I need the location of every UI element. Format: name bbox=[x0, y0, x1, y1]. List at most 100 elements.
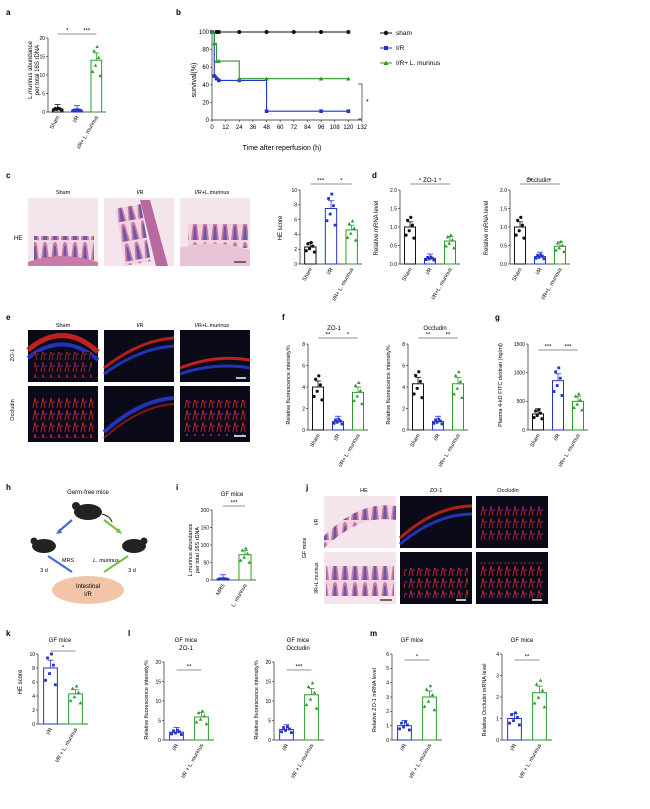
data-point bbox=[346, 30, 351, 34]
data-point bbox=[535, 413, 539, 418]
y-tick-label: 8 bbox=[402, 342, 405, 348]
y-tick-label: 6 bbox=[302, 363, 305, 369]
data-point bbox=[216, 30, 221, 34]
significance-star: *** bbox=[317, 179, 325, 185]
if-image-occludin-lm bbox=[180, 386, 250, 442]
arrow-icon bbox=[103, 555, 129, 573]
panel-label-f: f bbox=[282, 313, 285, 322]
data-point bbox=[402, 725, 405, 729]
data-point bbox=[176, 728, 179, 732]
y-tick-label: 5 bbox=[42, 91, 45, 97]
data-point bbox=[71, 109, 75, 112]
x-tick-label: 120 bbox=[343, 125, 354, 131]
data-point bbox=[352, 398, 356, 403]
he-image-lm bbox=[180, 198, 250, 266]
chart-title: GF mice bbox=[175, 638, 198, 644]
data-point bbox=[338, 419, 342, 423]
data-point bbox=[238, 558, 243, 562]
data-point bbox=[429, 255, 433, 259]
image-label-ir: I/R bbox=[136, 190, 143, 196]
data-point bbox=[430, 693, 435, 697]
y-tick-label: 20 bbox=[265, 660, 271, 666]
x-tick-label: I/R bbox=[172, 743, 181, 752]
data-point bbox=[74, 108, 78, 112]
data-point bbox=[330, 192, 334, 196]
data-point bbox=[325, 219, 329, 223]
data-point bbox=[516, 716, 519, 719]
data-point bbox=[225, 577, 229, 581]
data-point bbox=[46, 656, 49, 660]
significance-star: ** bbox=[326, 333, 331, 339]
data-point bbox=[353, 383, 358, 388]
data-point bbox=[282, 726, 285, 729]
x-tick-label: I/R bbox=[535, 267, 544, 276]
x-tick-label: I/R+ L. murinus bbox=[338, 433, 362, 469]
image-header-he: HE bbox=[360, 488, 368, 494]
significance-star: * bbox=[66, 29, 69, 35]
data-point bbox=[304, 249, 308, 253]
he-image-sham bbox=[28, 198, 98, 266]
data-point bbox=[306, 242, 310, 246]
data-point bbox=[455, 386, 460, 390]
y-tick-label: 15 bbox=[155, 679, 161, 685]
data-point bbox=[284, 729, 287, 732]
data-point bbox=[242, 555, 246, 559]
data-point bbox=[180, 733, 183, 736]
data-point bbox=[224, 577, 227, 581]
y-tick-label: 200 bbox=[201, 508, 210, 514]
y-tick-label: 2 bbox=[32, 708, 35, 714]
data-point bbox=[400, 721, 403, 725]
data-point bbox=[327, 197, 330, 200]
data-point bbox=[452, 246, 456, 250]
data-point bbox=[453, 373, 458, 377]
data-point bbox=[74, 684, 79, 688]
data-point bbox=[438, 419, 442, 423]
if-image-gf-zo1-lm bbox=[400, 552, 472, 604]
bar bbox=[572, 400, 584, 431]
panel-label-c: c bbox=[6, 171, 11, 180]
x-tick-label: I/R+ L. murinus bbox=[331, 267, 355, 303]
data-point bbox=[52, 663, 55, 667]
y-tick-label: 4 bbox=[402, 385, 405, 391]
data-point bbox=[557, 246, 562, 250]
panel-m-charts: GF mice GF mice Relative ZO-1 mRNA level… bbox=[372, 638, 552, 780]
panel-label-h: h bbox=[6, 483, 11, 492]
y-tick-label: 1 bbox=[386, 723, 389, 729]
data-point bbox=[306, 684, 311, 689]
y-tick-label: 10 bbox=[291, 188, 297, 194]
data-point bbox=[542, 257, 546, 261]
legend-label-sham: sham bbox=[396, 30, 412, 37]
data-point bbox=[245, 551, 250, 555]
data-point bbox=[555, 384, 559, 388]
data-point bbox=[460, 395, 464, 400]
data-point bbox=[575, 402, 580, 406]
bar bbox=[404, 226, 416, 265]
panel-k-chart: GF mice HE score 0 2 4 6 8 10 I/R I/R + L. muri… bbox=[18, 638, 88, 764]
data-point bbox=[216, 58, 222, 63]
data-point bbox=[536, 695, 541, 699]
x-tick-label: 132 bbox=[357, 125, 368, 131]
y-tick-label: 0 bbox=[386, 738, 389, 744]
data-point bbox=[578, 398, 583, 402]
x-tick-label: MRS bbox=[215, 583, 226, 597]
if-image-gf-zo1-ir bbox=[399, 496, 473, 548]
data-point bbox=[404, 233, 408, 237]
image-header-zo1: ZO-1 bbox=[430, 488, 443, 494]
significance-star: * bbox=[549, 179, 552, 185]
axis-label-y: Relative fluorescence intensity% bbox=[386, 345, 392, 424]
significance-star: * bbox=[416, 655, 419, 661]
y-tick-label: 50 bbox=[203, 560, 209, 566]
y-tick-label: 80 bbox=[202, 48, 209, 54]
axis-label-y: HE score bbox=[18, 669, 24, 694]
y-tick-label: 60 bbox=[202, 65, 209, 71]
data-point bbox=[414, 373, 418, 378]
legend-marker-lm bbox=[383, 60, 389, 65]
x-tick-label: I/R bbox=[553, 433, 562, 442]
axis-label-y: survival(%) bbox=[191, 63, 198, 98]
data-point bbox=[73, 108, 77, 112]
x-tick-label: Sham bbox=[529, 433, 542, 449]
data-point bbox=[315, 389, 319, 393]
x-tick-label: I/R + L. murinus bbox=[291, 743, 316, 780]
x-tick-label: 108 bbox=[330, 125, 341, 131]
data-point bbox=[432, 258, 436, 262]
